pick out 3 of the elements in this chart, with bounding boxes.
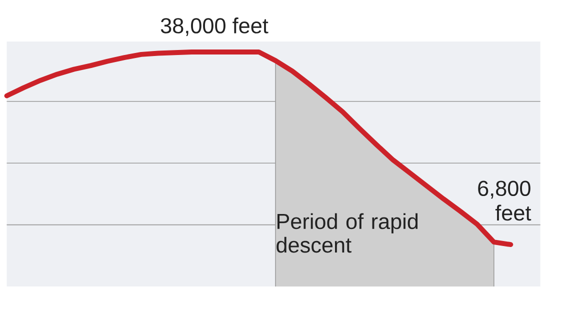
data-label: 6,800 feet: [478, 180, 532, 221]
data-label: 38,000 feet: [160, 17, 268, 36]
annotation: Period of rapid descent: [276, 213, 418, 253]
